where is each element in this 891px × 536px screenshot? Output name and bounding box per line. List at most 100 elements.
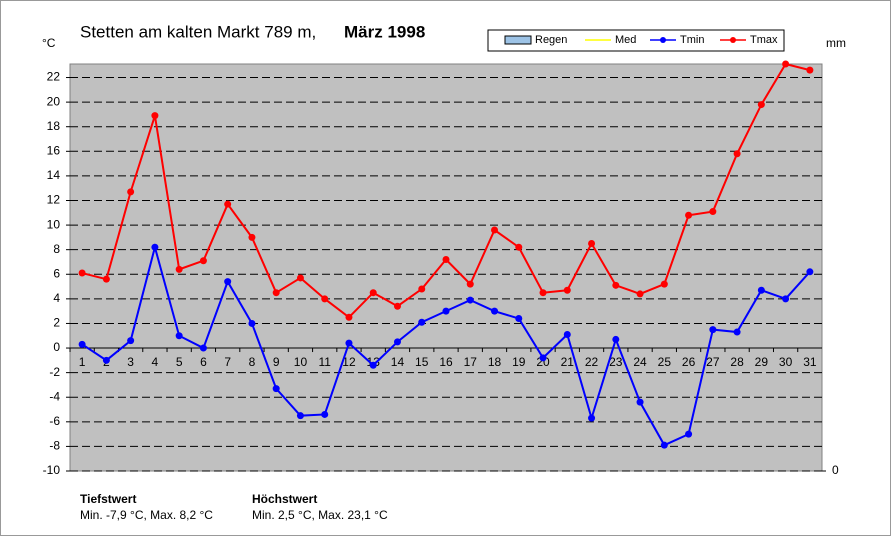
point (321, 295, 329, 303)
point (782, 60, 790, 68)
x-tick-label: 24 (633, 355, 647, 369)
legend-label: Med (615, 34, 636, 46)
y-tick-label: -6 (49, 414, 60, 428)
point (636, 398, 644, 406)
point (248, 319, 256, 327)
point (515, 243, 523, 251)
point (369, 289, 377, 297)
x-tick-label: 23 (609, 355, 623, 369)
point (151, 243, 159, 251)
point (491, 226, 499, 234)
y2-axis-label: mm (826, 36, 846, 50)
y-tick-label: 4 (53, 291, 60, 305)
point (757, 101, 765, 109)
point (199, 257, 207, 265)
point (588, 240, 596, 248)
point (563, 286, 571, 294)
x-tick-label: 27 (706, 355, 720, 369)
chart-title: Stetten am kalten Markt 789 m, (80, 22, 316, 41)
point (272, 289, 280, 297)
y-tick-label: 8 (53, 242, 60, 256)
x-tick-label: 15 (415, 355, 429, 369)
x-tick-label: 7 (224, 355, 231, 369)
legend (487, 29, 785, 52)
point (272, 385, 280, 393)
point (321, 410, 329, 418)
y-tick-label: 0 (53, 340, 60, 354)
point (539, 289, 547, 297)
point (442, 256, 450, 264)
annotation-title: Höchstwert (252, 492, 317, 506)
annotation-title: Tiefstwert (80, 492, 136, 506)
x-tick-label: 10 (294, 355, 308, 369)
x-tick-label: 11 (318, 355, 331, 369)
point (709, 326, 717, 334)
point (418, 285, 426, 293)
point (102, 275, 110, 283)
point (224, 278, 232, 286)
x-tick-label: 30 (779, 355, 793, 369)
x-tick-label: 4 (152, 355, 159, 369)
x-tick-label: 22 (585, 355, 599, 369)
point (345, 313, 353, 321)
x-tick-label: 3 (127, 355, 134, 369)
x-tick-label: 31 (803, 355, 817, 369)
point (612, 335, 620, 343)
point (636, 290, 644, 298)
y-tick-label: 18 (47, 119, 61, 133)
point (563, 331, 571, 339)
x-tick-label: 28 (730, 355, 744, 369)
point (393, 338, 401, 346)
legend-label: Tmax (750, 34, 778, 46)
point (224, 200, 232, 208)
point (660, 280, 668, 288)
point (612, 281, 620, 289)
point (782, 295, 790, 303)
point (733, 150, 741, 158)
point (685, 430, 693, 438)
x-tick-label: 14 (391, 355, 405, 369)
point (175, 332, 183, 340)
point (369, 361, 377, 369)
x-tick-label: 21 (561, 355, 575, 369)
legend-swatch (504, 35, 532, 45)
point (806, 268, 814, 276)
y-tick-label: 22 (47, 70, 61, 84)
point (806, 66, 814, 74)
point (296, 274, 304, 282)
legend-label: Regen (535, 34, 567, 46)
point (199, 344, 207, 352)
x-tick-label: 8 (249, 355, 256, 369)
point (78, 269, 86, 277)
x-tick-label: 6 (200, 355, 207, 369)
point (709, 208, 717, 216)
point (491, 307, 499, 315)
x-tick-label: 9 (273, 355, 280, 369)
y-tick-label: -8 (49, 439, 60, 453)
legend-marker (730, 37, 736, 43)
point (466, 296, 474, 304)
y-tick-label: 16 (47, 143, 61, 157)
y-tick-label: 12 (47, 193, 61, 207)
point (660, 441, 668, 449)
x-tick-label: 5 (176, 355, 183, 369)
y-tick-label: 2 (53, 316, 60, 330)
point (418, 318, 426, 326)
chart-title-bold: März 1998 (344, 22, 425, 41)
point (733, 328, 741, 336)
annotation-text: Min. 2,5 °C, Max. 23,1 °C (252, 508, 388, 522)
x-tick-label: 17 (464, 355, 478, 369)
x-tick-label: 1 (79, 355, 86, 369)
x-tick-label: 12 (342, 355, 356, 369)
y-tick-label: -2 (49, 365, 60, 379)
y-tick-label: 10 (47, 217, 61, 231)
point (515, 315, 523, 323)
point (78, 340, 86, 348)
point (393, 302, 401, 310)
point (127, 188, 135, 196)
point (102, 356, 110, 364)
y-tick-label: -4 (49, 389, 60, 403)
y-tick-label: 20 (47, 94, 61, 108)
x-tick-label: 29 (755, 355, 769, 369)
